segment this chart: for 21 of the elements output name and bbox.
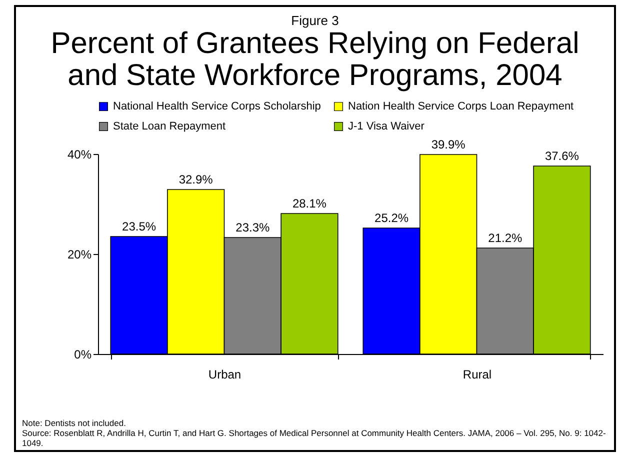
data-label: 21.2% <box>488 231 522 245</box>
data-label: 23.5% <box>122 220 156 234</box>
chart-title: Percent of Grantees Relying on Federal and State Workforce Programs, 2004 <box>50 27 580 92</box>
x-tick-label: Urban <box>208 368 242 382</box>
data-label: 25.2% <box>374 211 409 225</box>
data-label: 28.1% <box>292 196 327 210</box>
data-label: 37.6% <box>544 149 580 163</box>
data-label: 23.3% <box>236 220 270 234</box>
y-tick-label: 20% <box>67 248 92 262</box>
legend-label: National Health Service Corps Scholarship <box>113 100 321 113</box>
y-tick-label: 0% <box>74 348 92 362</box>
data-label: 39.9% <box>431 138 466 152</box>
y-tick-label: 40% <box>67 148 92 162</box>
legend-label: Nation Health Service Corps Loan Repayment <box>348 100 574 113</box>
legend-label: State Loan Repayment <box>113 120 226 132</box>
source-note: Source: Rosenblatt R, Andrilla H, Curtin T, and Hart G. Shortages of Medical Personnel at Community Health Centers. JAMA, 2006 – Vol. 295, No. 9: 1042-1049. <box>22 428 607 448</box>
x-tick-label: Rural <box>462 368 492 382</box>
data-label: 32.9% <box>178 172 214 186</box>
chart-subtitle: Figure 3 <box>290 13 340 28</box>
text: Note: Dentists not included. <box>22 418 127 428</box>
legend-label: J-1 Visa Waiver <box>348 120 425 132</box>
